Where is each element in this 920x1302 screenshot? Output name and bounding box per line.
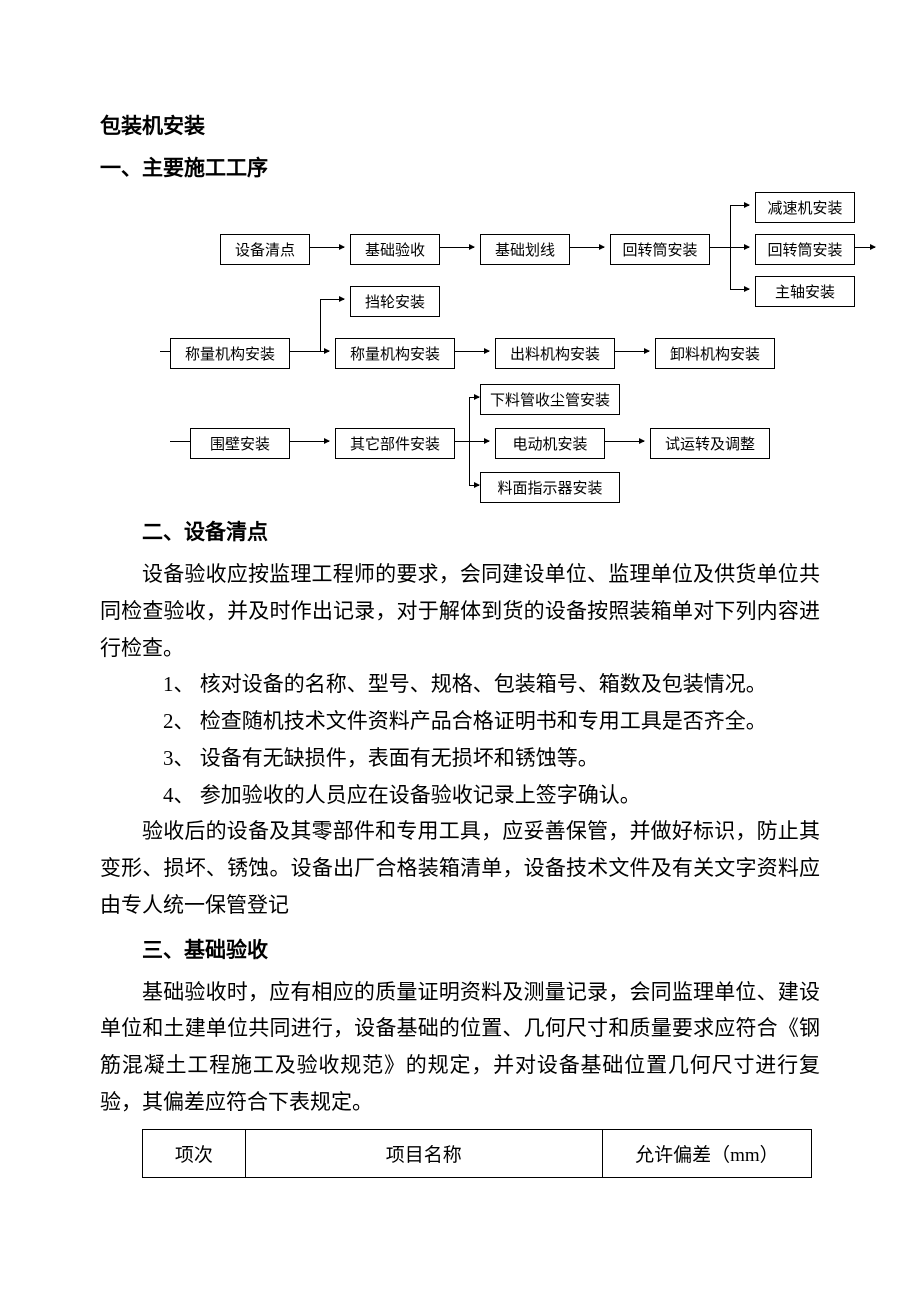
flow-arrow xyxy=(730,289,749,290)
flow-arrow xyxy=(290,441,329,442)
flow-arrow xyxy=(469,485,479,486)
flow-node: 出料机构安装 xyxy=(495,338,615,369)
flow-line xyxy=(160,351,170,352)
flow-line xyxy=(320,299,321,351)
flow-node: 回转筒安装 xyxy=(755,234,855,265)
flow-arrow xyxy=(290,351,329,352)
flow-node: 基础划线 xyxy=(480,234,570,265)
flow-arrow xyxy=(469,397,479,398)
flow-arrow xyxy=(605,441,644,442)
flow-node: 减速机安装 xyxy=(755,192,855,223)
table-header-cell: 项次 xyxy=(143,1129,246,1177)
section2-item4: 4、 参加验收的人员应在设备验收记录上签字确认。 xyxy=(100,777,820,814)
flow-arrow xyxy=(615,351,649,352)
section3-heading: 三、基础验收 xyxy=(142,934,820,964)
section2-item2: 2、 检查随机技术文件资料产品合格证明书和专用工具是否齐全。 xyxy=(100,703,820,740)
flow-line xyxy=(455,441,469,442)
table-header-cell: 项目名称 xyxy=(245,1129,602,1177)
flow-node: 基础验收 xyxy=(350,234,440,265)
section3-para1: 基础验收时，应有相应的质量证明资料及测量记录，会同监理单位、建设单位和土建单位共… xyxy=(100,974,820,1121)
flowchart: 设备清点 基础验收 基础划线 回转筒安装 减速机安装 回转筒安装 主轴安装 挡轮… xyxy=(160,192,860,502)
section2-item1: 1、 核对设备的名称、型号、规格、包装箱号、箱数及包装情况。 xyxy=(100,666,820,703)
flow-line xyxy=(170,441,190,442)
flow-node: 卸料机构安装 xyxy=(655,338,775,369)
doc-title: 包装机安装 xyxy=(100,110,820,140)
flow-node: 电动机安装 xyxy=(495,428,605,459)
page: 包装机安装 一、主要施工工序 设备清点 基础验收 基础划线 回转筒安装 减速机安… xyxy=(0,0,920,1218)
flow-arrow xyxy=(320,299,344,300)
flow-arrow xyxy=(455,351,489,352)
section2-para2: 验收后的设备及其零部件和专用工具，应妥善保管，并做好标识，防止其变形、损坏、锈蚀… xyxy=(100,813,820,923)
flow-line xyxy=(710,247,730,248)
flow-arrow xyxy=(310,247,344,248)
flow-node: 围壁安装 xyxy=(190,428,290,459)
flow-node: 称量机构安装 xyxy=(335,338,455,369)
section1-heading: 一、主要施工工序 xyxy=(100,152,820,182)
flow-arrow xyxy=(730,205,749,206)
flow-arrow xyxy=(469,441,489,442)
tolerance-table: 项次 项目名称 允许偏差（mm） xyxy=(142,1129,812,1178)
table-row: 项次 项目名称 允许偏差（mm） xyxy=(143,1129,812,1177)
flow-node: 回转筒安装 xyxy=(610,234,710,265)
flow-arrow xyxy=(570,247,604,248)
flow-arrow xyxy=(855,247,875,248)
flow-node: 称量机构安装 xyxy=(170,338,290,369)
section2-heading: 二、设备清点 xyxy=(142,516,820,546)
flow-node: 试运转及调整 xyxy=(650,428,770,459)
flow-arrow xyxy=(730,247,749,248)
flow-node: 其它部件安装 xyxy=(335,428,455,459)
flow-node: 挡轮安装 xyxy=(350,286,440,317)
flow-node: 下料管收尘管安装 xyxy=(480,384,620,415)
table-header-cell: 允许偏差（mm） xyxy=(602,1129,811,1177)
flow-node: 主轴安装 xyxy=(755,276,855,307)
section2-item3: 3、 设备有无缺损件，表面有无损坏和锈蚀等。 xyxy=(100,740,820,777)
section2-para1: 设备验收应按监理工程师的要求，会同建设单位、监理单位及供货单位共同检查验收，并及… xyxy=(100,556,820,666)
flow-arrow xyxy=(440,247,474,248)
flow-node: 料面指示器安装 xyxy=(480,472,620,503)
flow-node: 设备清点 xyxy=(220,234,310,265)
